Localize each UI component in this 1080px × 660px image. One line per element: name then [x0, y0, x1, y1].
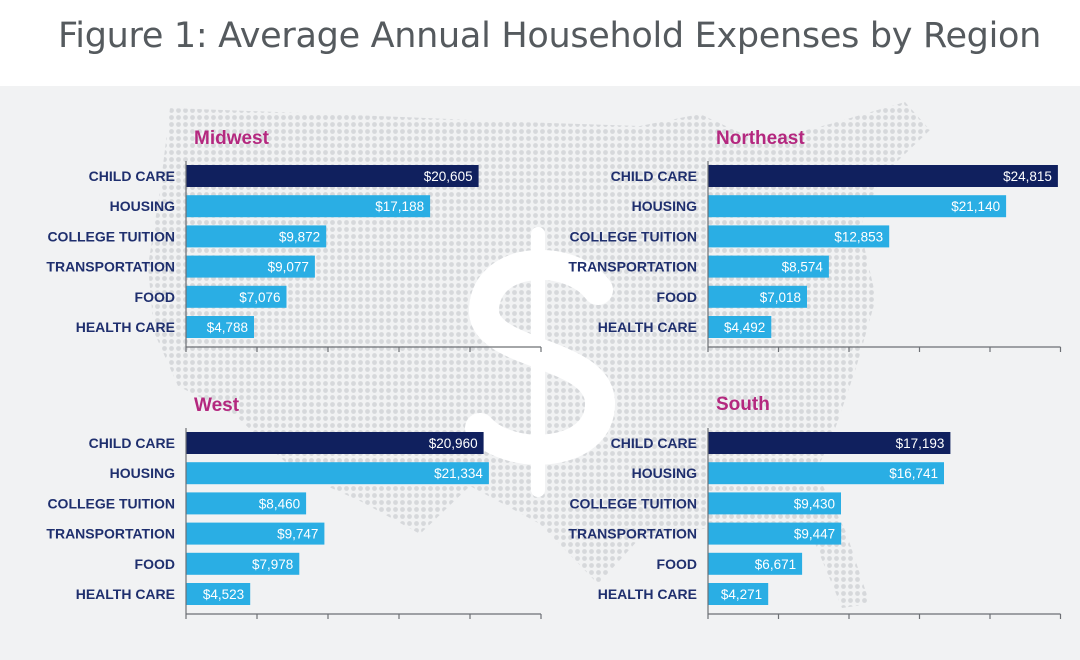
south-college-tuition-value: $9,430: [794, 496, 835, 511]
west-title: West: [194, 395, 240, 416]
midwest-housing-label: HOUSING: [110, 198, 175, 214]
west-chart: West CHILD CARE $20,960 HOUSING $21,334 COLLE…: [46, 395, 542, 619]
midwest-food-bar: [186, 285, 287, 308]
midwest-college-tuition-bar: [186, 225, 327, 248]
northeast-health-care-value: $4,492: [724, 320, 765, 335]
northeast-child-care-bar: [708, 165, 1058, 187]
south-college-tuition-bar: [708, 492, 841, 515]
south-housing-label: HOUSING: [632, 465, 697, 481]
south-transportation-value: $9,447: [794, 527, 835, 542]
northeast-food-bar: [708, 285, 807, 308]
west-health-care-label: HEALTH CARE: [76, 586, 175, 602]
west-transportation-value: $9,747: [277, 527, 318, 542]
midwest-college-tuition-label: COLLEGE TUITION: [47, 228, 175, 244]
northeast-child-care-label: CHILD CARE: [611, 168, 697, 184]
west-housing-bar: [186, 462, 489, 485]
midwest-child-care-bar: [186, 165, 479, 187]
west-child-care-bar: [186, 432, 484, 454]
south-food-value: $6,671: [755, 557, 796, 572]
northeast-transportation-value: $8,574: [782, 260, 824, 275]
northeast-food-label: FOOD: [657, 289, 697, 305]
south-housing-value: $16,741: [889, 466, 938, 481]
midwest-transportation-label: TRANSPORTATION: [46, 259, 175, 275]
midwest-chart: Midwest CHILD CARE $20,605 HOUSING $17,188 CO…: [46, 128, 542, 352]
south-title: South: [716, 394, 770, 415]
northeast-housing-value: $21,140: [951, 199, 1000, 214]
northeast-college-tuition-label: COLLEGE TUITION: [569, 228, 697, 244]
west-transportation-label: TRANSPORTATION: [46, 526, 175, 542]
midwest-transportation-bar: [186, 255, 315, 278]
northeast-college-tuition-bar: [708, 225, 890, 248]
midwest-child-care-label: CHILD CARE: [89, 168, 175, 184]
midwest-title: Midwest: [194, 128, 270, 149]
west-health-care-value: $4,523: [203, 587, 244, 602]
northeast-food-value: $7,018: [760, 290, 801, 305]
dollar-sign-icon: [465, 227, 615, 497]
west-food-label: FOOD: [135, 556, 175, 572]
south-health-care-bar: [708, 583, 769, 605]
south-chart: South CHILD CARE $17,193 HOUSING $16,741 COLL…: [568, 394, 1062, 619]
midwest-child-care-value: $20,605: [424, 169, 473, 184]
northeast-transportation-bar: [708, 255, 829, 278]
south-health-care-label: HEALTH CARE: [598, 586, 697, 602]
south-transportation-bar: [708, 522, 842, 545]
south-transportation-label: TRANSPORTATION: [568, 526, 697, 542]
midwest-health-care-value: $4,788: [207, 320, 248, 335]
south-food-label: FOOD: [657, 556, 697, 572]
south-food-bar: [708, 552, 803, 575]
midwest-college-tuition-value: $9,872: [279, 229, 320, 244]
northeast-health-care-bar: [708, 316, 772, 338]
midwest-housing-bar: [186, 195, 431, 218]
south-child-care-value: $17,193: [896, 436, 945, 451]
west-food-value: $7,978: [252, 557, 293, 572]
northeast-transportation-label: TRANSPORTATION: [568, 259, 697, 275]
south-child-care-label: CHILD CARE: [611, 435, 697, 451]
midwest-health-care-label: HEALTH CARE: [76, 319, 175, 335]
midwest-health-care-bar: [186, 316, 254, 338]
figure-title: Figure 1: Average Annual Household Expen…: [58, 16, 1042, 56]
northeast-child-care-value: $24,815: [1003, 169, 1052, 184]
midwest-transportation-value: $9,077: [268, 260, 309, 275]
northeast-housing-bar: [708, 195, 1007, 218]
west-college-tuition-bar: [186, 492, 307, 515]
northeast-chart: Northeast CHILD CARE $24,815 HOUSING $21,140…: [568, 128, 1062, 352]
west-health-care-bar: [186, 583, 251, 605]
west-housing-label: HOUSING: [110, 465, 175, 481]
northeast-college-tuition-value: $12,853: [834, 229, 883, 244]
south-college-tuition-label: COLLEGE TUITION: [569, 495, 697, 511]
northeast-health-care-label: HEALTH CARE: [598, 319, 697, 335]
west-child-care-label: CHILD CARE: [89, 435, 175, 451]
midwest-food-value: $7,076: [239, 290, 280, 305]
south-health-care-value: $4,271: [721, 587, 762, 602]
west-college-tuition-label: COLLEGE TUITION: [47, 495, 175, 511]
west-child-care-value: $20,960: [429, 436, 478, 451]
west-transportation-bar: [186, 522, 325, 545]
south-child-care-bar: [708, 432, 951, 454]
west-housing-value: $21,334: [434, 466, 483, 481]
west-food-bar: [186, 552, 300, 575]
midwest-housing-value: $17,188: [375, 199, 424, 214]
south-housing-bar: [708, 462, 944, 485]
northeast-housing-label: HOUSING: [632, 198, 697, 214]
midwest-food-label: FOOD: [135, 289, 175, 305]
west-college-tuition-value: $8,460: [259, 496, 300, 511]
northeast-title: Northeast: [716, 128, 805, 149]
